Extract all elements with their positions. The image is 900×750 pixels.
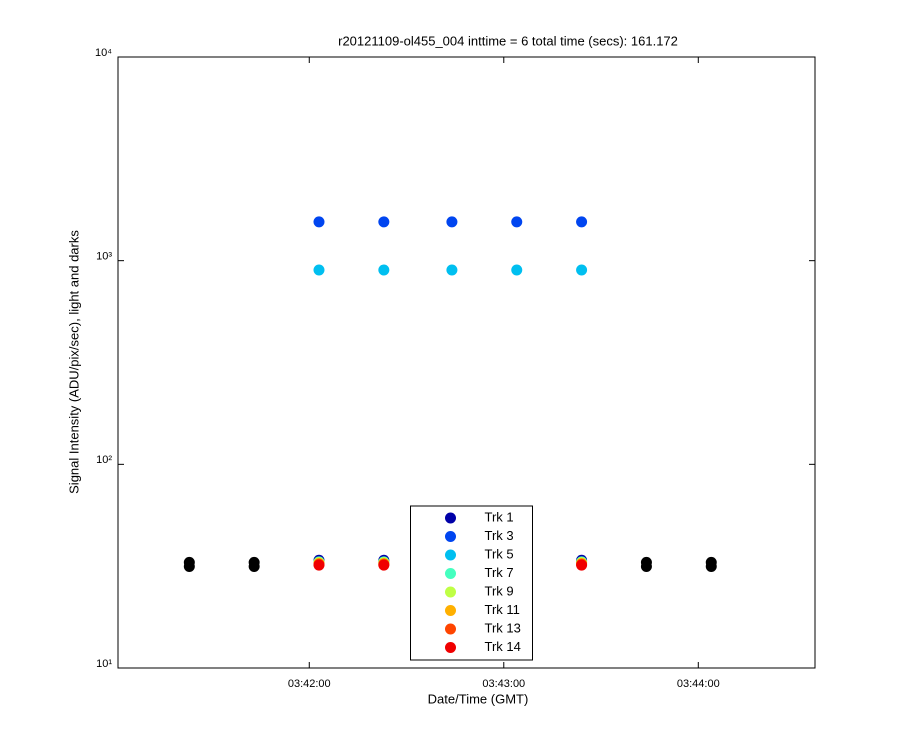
point bbox=[313, 559, 325, 571]
legend-label: Trk 13 bbox=[485, 620, 521, 635]
legend-marker bbox=[445, 531, 456, 542]
point bbox=[378, 264, 390, 276]
legend-label: Trk 9 bbox=[485, 583, 514, 598]
legend-label: Trk 1 bbox=[485, 509, 514, 524]
legend-marker bbox=[445, 586, 456, 598]
point bbox=[511, 264, 523, 276]
chart-title: r20121109-ol455_004 inttime = 6 total ti… bbox=[338, 33, 678, 48]
point bbox=[378, 216, 390, 228]
point bbox=[446, 216, 458, 228]
legend-label: Trk 11 bbox=[485, 602, 520, 617]
point bbox=[640, 556, 652, 568]
x-tick-label: 03:44:00 bbox=[677, 678, 720, 690]
point bbox=[248, 556, 260, 568]
legend-marker bbox=[445, 568, 456, 579]
point bbox=[446, 264, 458, 276]
y-tick-label: 10⁴ bbox=[95, 47, 112, 59]
point bbox=[378, 559, 390, 571]
legend-marker bbox=[445, 623, 456, 635]
point bbox=[705, 556, 717, 568]
legend-box bbox=[410, 505, 533, 661]
point bbox=[511, 216, 523, 228]
point bbox=[576, 264, 588, 276]
point bbox=[183, 556, 195, 568]
legend-label: Trk 14 bbox=[485, 639, 521, 654]
x-tick-label: 03:42:00 bbox=[288, 678, 331, 690]
legend-label: Trk 5 bbox=[485, 546, 514, 561]
legend-marker bbox=[445, 605, 456, 616]
x-tick-label: 03:43:00 bbox=[482, 678, 525, 690]
point bbox=[313, 216, 325, 228]
x-axis-label: Date/Time (GMT) bbox=[428, 691, 529, 706]
point bbox=[313, 264, 325, 276]
y-tick-label: 10² bbox=[96, 454, 112, 466]
y-axis-label: Signal Intensity (ADU/pix/sec), light an… bbox=[66, 230, 81, 494]
legend-label: Trk 7 bbox=[485, 565, 514, 580]
point bbox=[576, 216, 588, 228]
legend-label: Trk 3 bbox=[485, 528, 514, 543]
plot-frame bbox=[117, 56, 816, 669]
legend-marker bbox=[445, 512, 456, 524]
legend-marker bbox=[445, 642, 456, 653]
y-tick-label: 10³ bbox=[96, 251, 112, 263]
point bbox=[576, 559, 588, 571]
legend-marker bbox=[445, 549, 456, 561]
y-tick-label: 10¹ bbox=[96, 658, 112, 670]
